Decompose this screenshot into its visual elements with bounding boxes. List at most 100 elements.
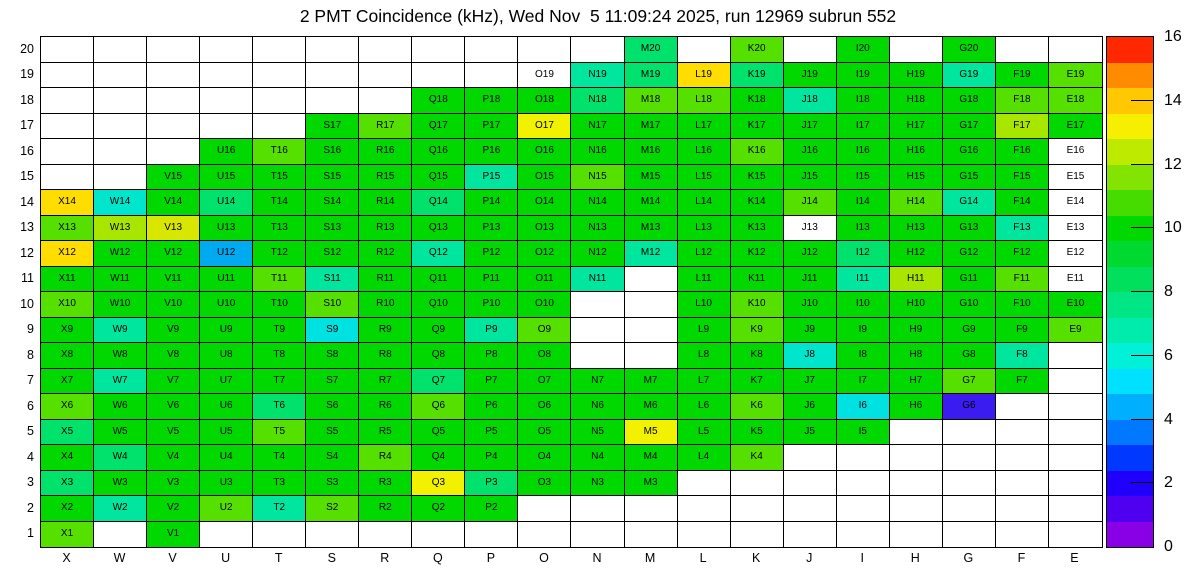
heatmap-cell-X3: X3 xyxy=(41,470,95,496)
heatmap-cell-K8: K8 xyxy=(730,343,784,369)
y-axis-label-5: 5 xyxy=(27,424,34,439)
heatmap-cell-R4: R4 xyxy=(359,445,413,471)
x-axis-label-X: X xyxy=(62,551,71,565)
colorbar-tick-14 xyxy=(1131,99,1153,101)
heatmap-cell-L14: L14 xyxy=(677,190,731,216)
heatmap-cell-M4: M4 xyxy=(624,445,678,471)
heatmap-cell-O10: O10 xyxy=(518,292,572,318)
heatmap-cell-N16: N16 xyxy=(571,139,625,165)
heatmap-cell-L2 xyxy=(677,496,731,522)
heatmap-cell-W6: W6 xyxy=(94,394,148,420)
y-axis-label-14: 14 xyxy=(20,194,34,209)
heatmap-cell-Q5: Q5 xyxy=(412,419,466,445)
heatmap-cell-E16: E16 xyxy=(1048,139,1102,165)
heatmap-cell-P1 xyxy=(465,521,519,547)
heatmap-cell-I11: I11 xyxy=(836,266,890,292)
colorbar-band-3 xyxy=(1107,445,1153,471)
heatmap-cell-S15: S15 xyxy=(306,164,360,190)
heatmap-cell-W13: W13 xyxy=(94,215,148,241)
heatmap-cell-F6 xyxy=(995,394,1049,420)
heatmap-cell-N14: N14 xyxy=(571,190,625,216)
heatmap-cell-K9: K9 xyxy=(730,317,784,343)
heatmap-cell-U8: U8 xyxy=(200,343,254,369)
heatmap-cell-W11: W11 xyxy=(94,266,148,292)
heatmap-cell-S17: S17 xyxy=(306,113,360,139)
heatmap-cell-P19 xyxy=(465,62,519,88)
heatmap-cell-S6: S6 xyxy=(306,394,360,420)
colorbar-band-19 xyxy=(1107,37,1153,63)
heatmap-cell-V20 xyxy=(147,37,201,63)
heatmap-cell-M8 xyxy=(624,343,678,369)
heatmap-cell-P10: P10 xyxy=(465,292,519,318)
heatmap-cell-W7: W7 xyxy=(94,368,148,394)
x-axis-label-O: O xyxy=(539,551,549,565)
heatmap-cell-G7: G7 xyxy=(942,368,996,394)
heatmap-cell-O9: O9 xyxy=(518,317,572,343)
heatmap-cell-L12: L12 xyxy=(677,241,731,267)
heatmap-cell-T20 xyxy=(253,37,307,63)
heatmap-cell-E19: E19 xyxy=(1048,62,1102,88)
heatmap-cell-V9: V9 xyxy=(147,317,201,343)
heatmap-cell-U9: U9 xyxy=(200,317,254,343)
heatmap-cell-K15: K15 xyxy=(730,164,784,190)
heatmap-cell-X16 xyxy=(41,139,95,165)
heatmap-cell-V15: V15 xyxy=(147,164,201,190)
heatmap-cell-H8: H8 xyxy=(889,343,943,369)
heatmap-cell-M7: M7 xyxy=(624,368,678,394)
heatmap-cell-P7: P7 xyxy=(465,368,519,394)
heatmap-cell-K12: K12 xyxy=(730,241,784,267)
heatmap-cell-H15: H15 xyxy=(889,164,943,190)
heatmap-cell-F16: F16 xyxy=(995,139,1049,165)
colorbar-band-1 xyxy=(1107,496,1153,522)
heatmap-cell-T9: T9 xyxy=(253,317,307,343)
x-axis-label-M: M xyxy=(644,551,656,565)
heatmap-cell-J15: J15 xyxy=(783,164,837,190)
heatmap-cell-Q8: Q8 xyxy=(412,343,466,369)
heatmap-cell-J5: J5 xyxy=(783,419,837,445)
heatmap-cell-R2: R2 xyxy=(359,496,413,522)
heatmap-cell-S12: S12 xyxy=(306,241,360,267)
colorbar-band-0 xyxy=(1107,521,1153,547)
heatmap-cell-P12: P12 xyxy=(465,241,519,267)
heatmap-cell-F13: F13 xyxy=(995,215,1049,241)
heatmap-cell-U20 xyxy=(200,37,254,63)
heatmap-cell-K1 xyxy=(730,521,784,547)
x-axis-label-U: U xyxy=(221,551,231,565)
heatmap-cell-S10: S10 xyxy=(306,292,360,318)
heatmap-cell-S7: S7 xyxy=(306,368,360,394)
heatmap-cell-V7: V7 xyxy=(147,368,201,394)
heatmap-cell-U7: U7 xyxy=(200,368,254,394)
heatmap-cell-X10: X10 xyxy=(41,292,95,318)
heatmap-cell-P11: P11 xyxy=(465,266,519,292)
heatmap-cell-R5: R5 xyxy=(359,419,413,445)
heatmap-cell-X5: X5 xyxy=(41,419,95,445)
heatmap-cell-R17: R17 xyxy=(359,113,413,139)
heatmap-cell-U15: U15 xyxy=(200,164,254,190)
colorbar-band-18 xyxy=(1107,62,1153,88)
heatmap-cell-R8: R8 xyxy=(359,343,413,369)
heatmap-cell-F10: F10 xyxy=(995,292,1049,318)
heatmap-cell-L8: L8 xyxy=(677,343,731,369)
x-axis-label-I: I xyxy=(860,551,864,565)
heatmap-cell-E13: E13 xyxy=(1048,215,1102,241)
heatmap-cell-I9: I9 xyxy=(836,317,890,343)
heatmap-cell-U1 xyxy=(200,521,254,547)
heatmap-cell-E4 xyxy=(1048,445,1102,471)
heatmap-cell-W15 xyxy=(94,164,148,190)
heatmap-cell-E14: E14 xyxy=(1048,190,1102,216)
heatmap-cell-E20 xyxy=(1048,37,1102,63)
colorbar-tick-8 xyxy=(1131,291,1153,292)
heatmap-cell-X13: X13 xyxy=(41,215,95,241)
heatmap-cell-M20: M20 xyxy=(624,37,678,63)
heatmap-cell-V14: V14 xyxy=(147,190,201,216)
x-axis-label-K: K xyxy=(751,551,761,565)
heatmap-cell-H6: H6 xyxy=(889,394,943,420)
y-axis-label-6: 6 xyxy=(27,398,34,413)
heatmap-cell-H17: H17 xyxy=(889,113,943,139)
heatmap-cell-O13: O13 xyxy=(518,215,572,241)
x-axis-label-F: F xyxy=(1017,551,1026,565)
heatmap-cell-J20 xyxy=(783,37,837,63)
heatmap-cell-P5: P5 xyxy=(465,419,519,445)
heatmap-cell-G5 xyxy=(942,419,996,445)
heatmap-cell-W5: W5 xyxy=(94,419,148,445)
